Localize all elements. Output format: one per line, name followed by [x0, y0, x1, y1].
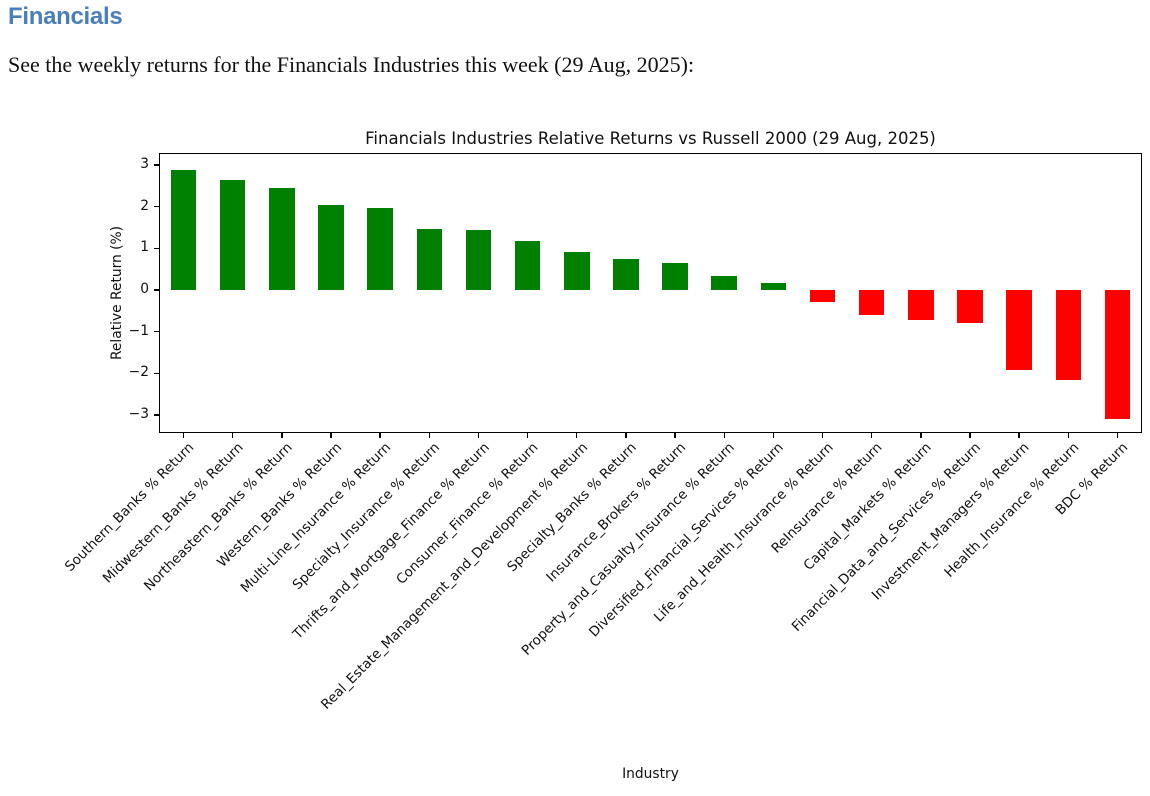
x-tick-mark — [674, 433, 676, 438]
y-tick-mark — [154, 206, 159, 208]
x-tick-label: Financial_Data_and_Services % Return — [788, 439, 984, 635]
x-tick-mark — [821, 433, 824, 438]
x-tick-mark — [870, 433, 873, 438]
x-axis-label: Industry — [622, 766, 679, 782]
x-tick-mark — [1067, 433, 1069, 438]
x-tick-mark — [576, 433, 578, 438]
x-tick-mark — [428, 433, 431, 438]
y-tick-mark — [154, 247, 159, 250]
bar-specialty_banks — [613, 259, 639, 291]
bar-thrifts_and_mortgage_finance — [465, 230, 492, 291]
x-tick-mark — [330, 433, 332, 438]
x-tick-mark — [1018, 433, 1020, 438]
x-tick-mark — [772, 433, 775, 438]
y-tick-label: 1 — [140, 239, 149, 256]
bar-diversified_financial_services — [760, 283, 787, 291]
bar-specialty_insurance — [416, 229, 443, 291]
bar-southern_banks — [170, 169, 197, 291]
x-tick-mark — [920, 433, 922, 438]
bar-reinsurance — [858, 290, 885, 316]
bar-property_and_casualty_insurance — [711, 275, 737, 291]
intro-text: See the weekly returns for the Financial… — [8, 52, 695, 77]
x-tick-mark — [723, 433, 725, 438]
y-tick-label: 2 — [140, 197, 149, 214]
x-tick-mark — [625, 433, 627, 438]
x-tick-mark — [379, 433, 381, 438]
x-tick-label: Life_and_Health_Insurance % Return — [650, 439, 837, 626]
plot-area — [159, 153, 1142, 433]
y-tick-mark — [154, 372, 159, 375]
x-tick-mark — [969, 433, 971, 438]
x-tick-mark — [526, 433, 529, 438]
bar-bdc — [1104, 290, 1131, 420]
y-tick-label: −2 — [128, 364, 149, 381]
y-tick-mark — [154, 164, 159, 166]
bar-consumer_finance — [514, 240, 541, 291]
bar-investment_managers — [1006, 290, 1032, 371]
x-tick-mark — [477, 433, 480, 438]
x-tick-mark — [232, 433, 234, 438]
y-tick-mark — [154, 414, 159, 416]
x-tick-mark — [182, 433, 185, 438]
bar-life_and_health_insurance — [809, 290, 836, 302]
y-tick-label: 0 — [140, 281, 149, 298]
bar-health_insurance — [1055, 290, 1082, 381]
bar-insurance_brokers — [662, 263, 688, 291]
y-tick-label: −3 — [128, 406, 149, 423]
bar-capital_markets — [908, 290, 934, 321]
y-tick-label: −1 — [128, 322, 149, 339]
y-tick-mark — [154, 331, 159, 333]
y-tick-label: 3 — [140, 156, 149, 173]
chart-title: Financials Industries Relative Returns v… — [365, 129, 936, 148]
x-tick-mark — [281, 433, 283, 438]
page-heading: Financials — [8, 3, 123, 30]
x-tick-mark — [1116, 433, 1119, 438]
bar-multi-line_insurance — [367, 208, 393, 291]
bar-western_banks — [318, 204, 344, 291]
y-tick-mark — [154, 289, 159, 291]
bar-midwestern_banks — [219, 180, 246, 291]
bar-financial_data_and_services — [957, 290, 983, 323]
bar-northeastern_banks — [269, 188, 295, 291]
bar-real_estate_management_and_development — [564, 251, 590, 291]
